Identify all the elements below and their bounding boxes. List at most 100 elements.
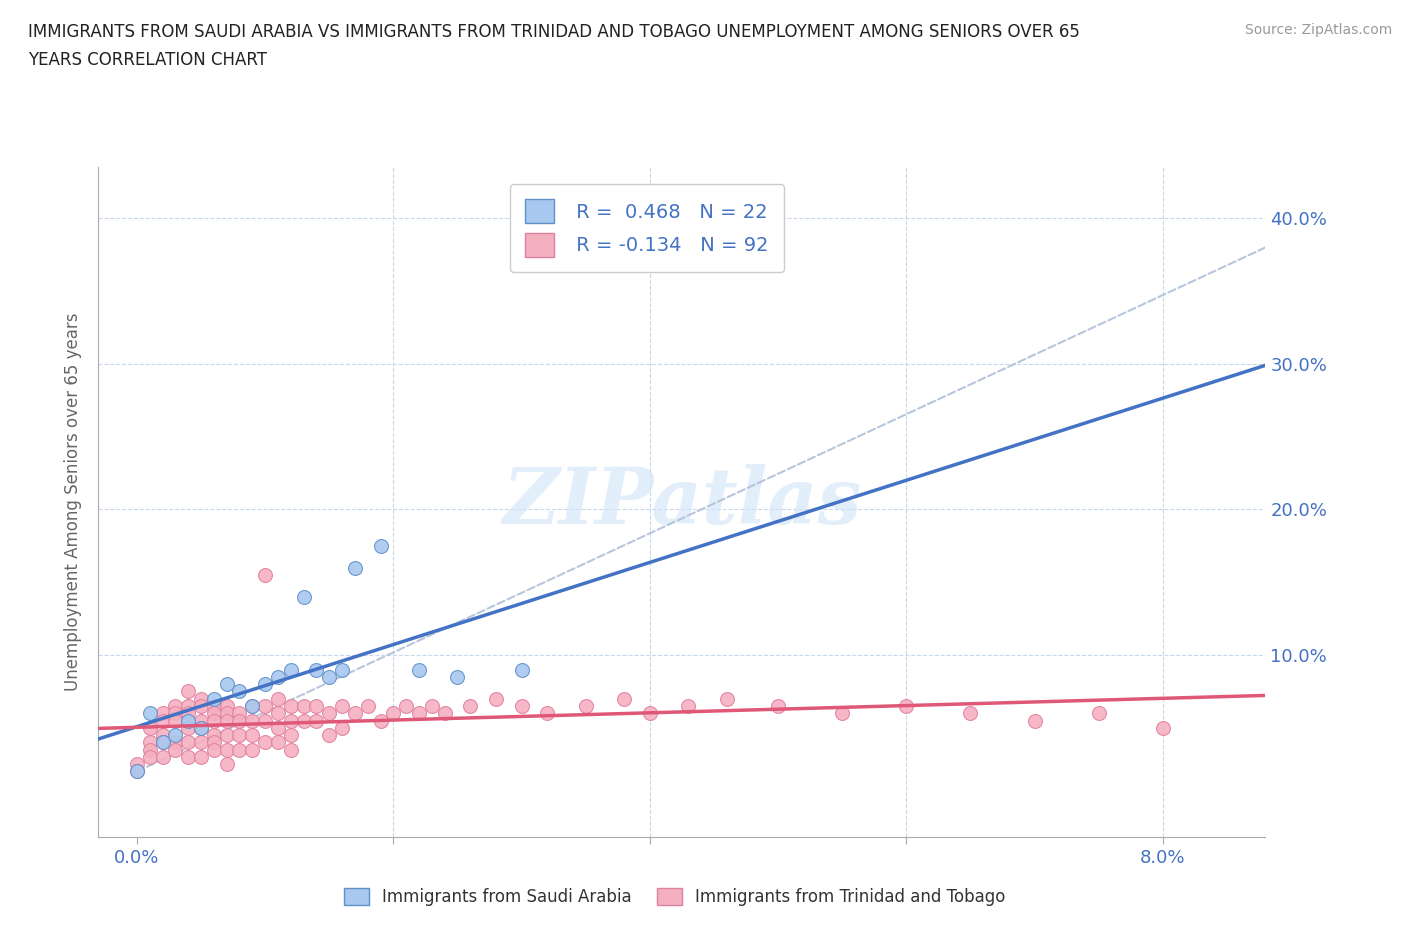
Point	[318, 727, 340, 742]
Point	[177, 706, 200, 721]
Point	[254, 735, 277, 750]
Point	[420, 698, 443, 713]
Point	[292, 698, 315, 713]
Point	[202, 727, 225, 742]
Point	[267, 721, 290, 736]
Point	[138, 706, 160, 721]
Point	[638, 706, 661, 721]
Point	[215, 742, 238, 757]
Legend: Immigrants from Saudi Arabia, Immigrants from Trinidad and Tobago: Immigrants from Saudi Arabia, Immigrants…	[337, 881, 1012, 912]
Point	[215, 677, 238, 692]
Point	[228, 713, 250, 728]
Point	[959, 706, 981, 721]
Point	[382, 706, 405, 721]
Point	[125, 757, 148, 772]
Point	[1087, 706, 1109, 721]
Point	[202, 713, 225, 728]
Point	[318, 706, 340, 721]
Point	[228, 727, 250, 742]
Point	[510, 662, 533, 677]
Point	[766, 698, 789, 713]
Point	[280, 713, 302, 728]
Point	[280, 742, 302, 757]
Point	[202, 698, 225, 713]
Point	[152, 706, 174, 721]
Point	[190, 698, 212, 713]
Point	[330, 721, 353, 736]
Point	[254, 567, 277, 582]
Point	[202, 706, 225, 721]
Point	[165, 735, 187, 750]
Point	[267, 670, 290, 684]
Point	[896, 698, 918, 713]
Point	[177, 735, 200, 750]
Point	[613, 691, 636, 706]
Point	[190, 721, 212, 736]
Point	[165, 727, 187, 742]
Point	[318, 670, 340, 684]
Point	[267, 691, 290, 706]
Point	[305, 662, 328, 677]
Point	[125, 764, 148, 779]
Point	[152, 735, 174, 750]
Point	[292, 590, 315, 604]
Point	[330, 662, 353, 677]
Point	[202, 735, 225, 750]
Point	[254, 713, 277, 728]
Point	[190, 713, 212, 728]
Point	[343, 706, 366, 721]
Point	[240, 727, 263, 742]
Point	[280, 662, 302, 677]
Point	[240, 698, 263, 713]
Point	[138, 742, 160, 757]
Point	[433, 706, 456, 721]
Point	[254, 677, 277, 692]
Point	[177, 713, 200, 728]
Point	[202, 742, 225, 757]
Point	[215, 706, 238, 721]
Point	[138, 721, 160, 736]
Point	[152, 750, 174, 764]
Point	[240, 742, 263, 757]
Legend:  R =  0.468   N = 22,  R = -0.134   N = 92: R = 0.468 N = 22, R = -0.134 N = 92	[510, 184, 785, 272]
Text: Source: ZipAtlas.com: Source: ZipAtlas.com	[1244, 23, 1392, 37]
Point	[152, 735, 174, 750]
Text: ZIPatlas: ZIPatlas	[502, 464, 862, 540]
Point	[138, 735, 160, 750]
Text: YEARS CORRELATION CHART: YEARS CORRELATION CHART	[28, 51, 267, 69]
Point	[125, 764, 148, 779]
Point	[831, 706, 853, 721]
Point	[190, 691, 212, 706]
Point	[215, 698, 238, 713]
Point	[280, 698, 302, 713]
Point	[536, 706, 558, 721]
Point	[215, 727, 238, 742]
Point	[460, 698, 482, 713]
Point	[510, 698, 533, 713]
Point	[267, 706, 290, 721]
Point	[165, 698, 187, 713]
Point	[228, 706, 250, 721]
Point	[408, 662, 430, 677]
Point	[280, 727, 302, 742]
Point	[330, 698, 353, 713]
Point	[678, 698, 700, 713]
Point	[446, 670, 468, 684]
Point	[165, 706, 187, 721]
Point	[292, 713, 315, 728]
Point	[215, 713, 238, 728]
Point	[190, 735, 212, 750]
Point	[228, 684, 250, 698]
Point	[138, 750, 160, 764]
Point	[395, 698, 418, 713]
Point	[165, 742, 187, 757]
Point	[1024, 713, 1046, 728]
Point	[370, 713, 392, 728]
Point	[408, 706, 430, 721]
Point	[190, 721, 212, 736]
Point	[177, 721, 200, 736]
Point	[240, 698, 263, 713]
Point	[716, 691, 738, 706]
Point	[575, 698, 598, 713]
Point	[267, 735, 290, 750]
